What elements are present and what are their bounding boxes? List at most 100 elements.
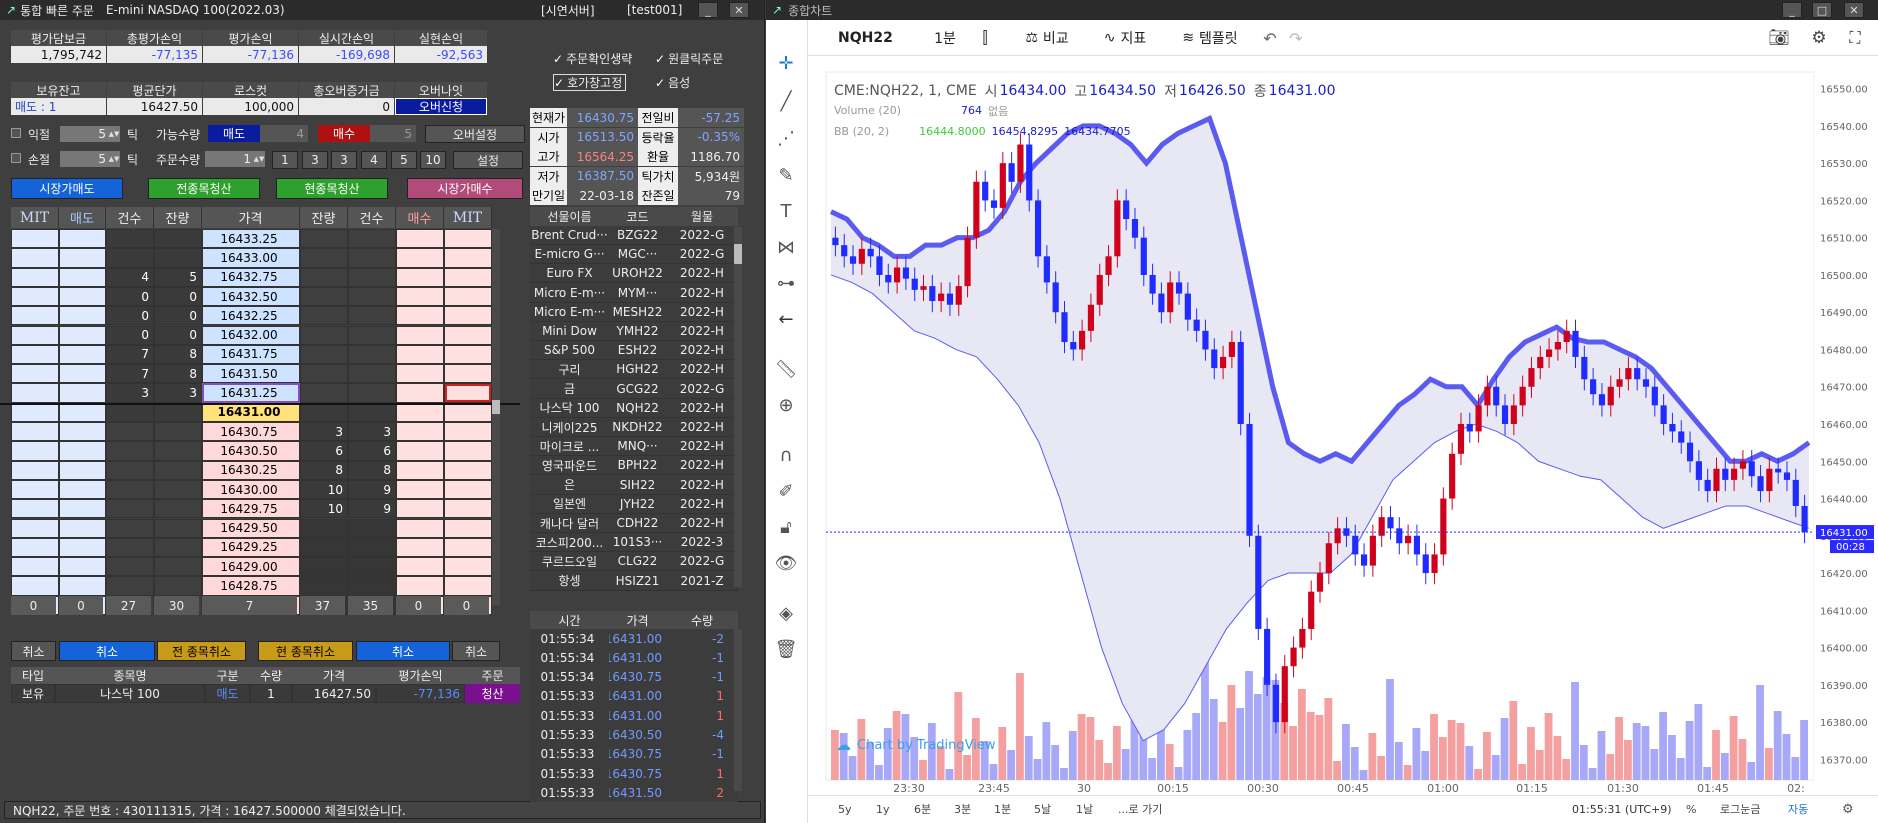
minimize-button[interactable]: _ xyxy=(698,2,718,18)
ruler-icon[interactable]: 📏︎ xyxy=(774,358,798,380)
orderbook-cell[interactable] xyxy=(396,576,444,596)
orderbook-cell[interactable] xyxy=(348,402,396,422)
orderbook-cell[interactable] xyxy=(11,518,59,538)
interval-button[interactable]: 1분 xyxy=(934,31,956,47)
cancel-all-button[interactable]: 전 종목취소 xyxy=(157,641,246,661)
orderbook-cell[interactable] xyxy=(11,441,59,461)
futures-cell[interactable]: BZG22 xyxy=(609,226,666,245)
orderbook-cell[interactable] xyxy=(59,557,106,577)
orderbook-cell[interactable] xyxy=(59,344,106,365)
orderbook-cell[interactable] xyxy=(11,229,59,249)
bid-count[interactable]: 9 xyxy=(348,479,396,500)
bid-price[interactable]: 16430.75 xyxy=(202,422,300,442)
orderbook-cell[interactable] xyxy=(154,422,202,442)
chart-maximize-button[interactable]: □ xyxy=(1812,2,1832,18)
orderbook-cell[interactable] xyxy=(59,383,106,403)
orderbook-cell[interactable] xyxy=(106,460,154,480)
text-icon[interactable]: T xyxy=(780,200,792,222)
orderbook-cell[interactable] xyxy=(106,537,154,558)
futures-cell[interactable]: 2022-H xyxy=(666,360,738,380)
fib-icon[interactable]: ⋰ xyxy=(777,127,795,149)
futures-cell[interactable]: Micro E-m··· xyxy=(530,283,609,303)
orderbook-cell[interactable] xyxy=(444,422,492,442)
futures-cell[interactable]: Brent Crud··· xyxy=(530,226,609,245)
futures-scroll-thumb[interactable] xyxy=(734,244,742,264)
ask-qty[interactable]: 0 xyxy=(154,306,202,326)
orderbook-cell[interactable] xyxy=(300,306,348,326)
bid-price[interactable]: 16429.25 xyxy=(202,537,300,558)
orderbook-cell[interactable] xyxy=(444,383,492,403)
orderbook-cell[interactable] xyxy=(396,518,444,538)
bid-qty[interactable]: 3 xyxy=(300,422,348,442)
orderbook-cell[interactable] xyxy=(106,576,154,596)
futures-cell[interactable]: 2022-G xyxy=(666,245,738,265)
orderbook-cell[interactable] xyxy=(444,518,492,538)
orderbook-cell[interactable] xyxy=(154,441,202,461)
orderbook-cell[interactable] xyxy=(11,286,59,307)
orderbook-cell[interactable] xyxy=(396,248,444,268)
lock-icon[interactable]: 🔓︎ xyxy=(780,516,792,538)
orderbook-cell[interactable] xyxy=(348,325,396,345)
order-qty-input[interactable]: 1 xyxy=(205,151,265,167)
bid-qty[interactable]: 10 xyxy=(300,499,348,519)
redo-icon[interactable]: ↷ xyxy=(1289,28,1303,48)
orderbook-cell[interactable] xyxy=(59,499,106,519)
liquidate-position-button[interactable]: 청산 xyxy=(465,684,520,703)
futures-cell[interactable]: MNQ··· xyxy=(609,437,666,457)
ask-count[interactable] xyxy=(106,248,154,268)
orderbook-cell[interactable] xyxy=(11,557,59,577)
orderbook-cell[interactable] xyxy=(348,383,396,403)
orderbook-cell[interactable] xyxy=(300,364,348,384)
bid-price[interactable]: 16430.25 xyxy=(202,460,300,480)
orderbook-cell[interactable] xyxy=(59,479,106,500)
orderbook-cell[interactable] xyxy=(444,364,492,384)
ask-count[interactable]: 7 xyxy=(106,364,154,384)
orderbook-cell[interactable] xyxy=(348,344,396,365)
option-checkbox[interactable]: ✓ 호가창고정 xyxy=(553,74,627,91)
futures-cell[interactable]: BPH22 xyxy=(609,456,666,476)
orderbook-cell[interactable] xyxy=(59,576,106,596)
orderbook-cell[interactable] xyxy=(396,344,444,365)
orderbook-cell[interactable] xyxy=(348,306,396,326)
range-button[interactable]: 1날 xyxy=(1076,803,1094,816)
bid-count[interactable]: 3 xyxy=(348,422,396,442)
orderbook-cell[interactable] xyxy=(59,460,106,480)
orderbook-cell[interactable] xyxy=(396,286,444,307)
orderbook-cell[interactable] xyxy=(348,364,396,384)
range-button[interactable]: 6분 xyxy=(914,803,932,816)
futures-cell[interactable]: ESH22 xyxy=(609,341,666,361)
orderbook-cell[interactable] xyxy=(300,402,348,422)
market-sell-button[interactable]: 시장가매도 xyxy=(11,178,123,199)
orderbook-cell[interactable] xyxy=(396,267,444,287)
orderbook-cell[interactable] xyxy=(59,402,106,422)
orderbook-cell[interactable] xyxy=(300,383,348,403)
orderbook-cell[interactable] xyxy=(348,229,396,249)
chart-close-button[interactable]: ✕ xyxy=(1844,2,1864,18)
orderbook-cell[interactable] xyxy=(396,402,444,422)
futures-cell[interactable]: 2022-H xyxy=(666,475,738,495)
undo-icon[interactable]: ↶ xyxy=(1263,28,1277,48)
brush-icon[interactable]: ✎ xyxy=(778,164,794,186)
futures-cell[interactable]: 2022-G xyxy=(666,552,738,572)
cancel-current-button[interactable]: 현 종목취소 xyxy=(258,641,353,661)
log-scale-toggle[interactable]: 로그눈금 xyxy=(1720,803,1761,816)
futures-cell[interactable]: CLG22 xyxy=(609,552,666,572)
market-buy-button[interactable]: 시장가매수 xyxy=(407,178,523,199)
qty-preset-button[interactable]: 3 xyxy=(302,151,328,169)
bid-qty[interactable]: 8 xyxy=(300,460,348,480)
ask-count[interactable]: 4 xyxy=(106,267,154,287)
qty-preset-button[interactable]: 1 xyxy=(272,151,298,169)
ask-price[interactable]: 16433.25 xyxy=(202,229,300,249)
orderbook-scroll-thumb[interactable] xyxy=(492,400,500,414)
futures-cell[interactable]: 구리 xyxy=(530,360,609,380)
bid-qty[interactable] xyxy=(300,557,348,577)
orderbook-cell[interactable] xyxy=(444,537,492,558)
orderbook-cell[interactable] xyxy=(444,402,492,422)
ask-price[interactable]: 16433.00 xyxy=(202,248,300,268)
indicators-button[interactable]: ∿ 지표 xyxy=(1090,26,1160,50)
profit-checkbox[interactable] xyxy=(11,128,21,138)
qty-preset-button[interactable]: 4 xyxy=(361,151,387,169)
orderbook-cell[interactable] xyxy=(348,286,396,307)
orderbook-cell[interactable] xyxy=(444,499,492,519)
orderbook-cell[interactable] xyxy=(444,325,492,345)
